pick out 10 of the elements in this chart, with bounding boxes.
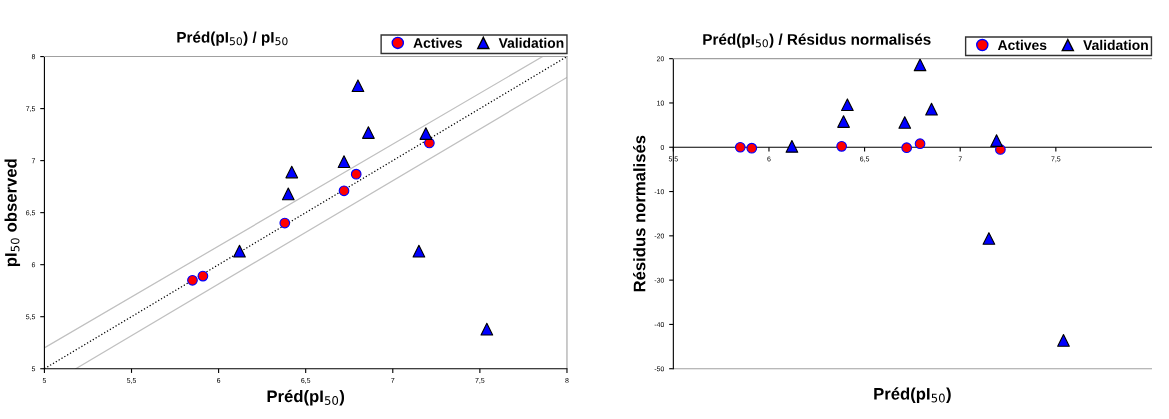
y-axis-title: pI$_{50}$ observed bbox=[4, 159, 21, 267]
legend-label: Validation bbox=[1083, 39, 1148, 51]
y-axis-title: Résidus normalisés bbox=[633, 135, 646, 292]
chart-title: Préd(pI$_{50}$) / pI$_{50}$ bbox=[177, 31, 288, 46]
legend-label: Validation bbox=[498, 37, 564, 48]
chart-title: Préd(pI$_{50}$) / Résidus normalisés bbox=[703, 33, 931, 48]
legend-label: Actives bbox=[413, 37, 462, 48]
x-axis-title: Préd(pI$_{50}$) bbox=[267, 389, 345, 406]
legend-label: Actives bbox=[997, 39, 1047, 51]
x-axis-title: Préd(pI$_{50}$) bbox=[874, 387, 951, 404]
